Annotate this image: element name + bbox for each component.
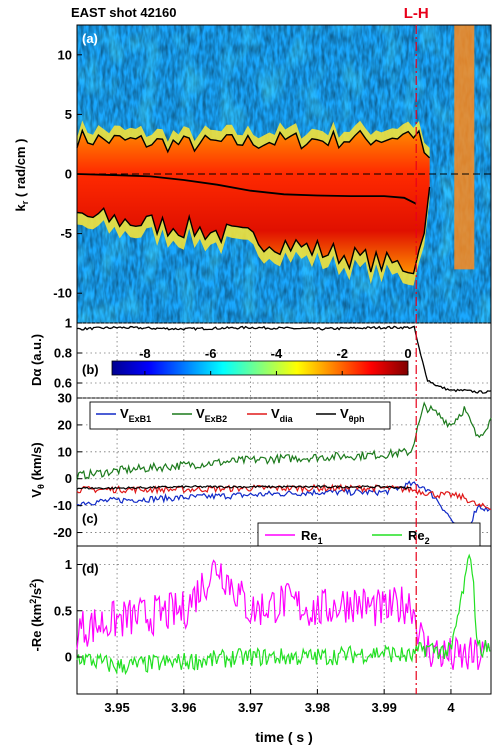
legend-d [257, 522, 481, 550]
panel-b-y-tick-label: 1 [65, 316, 72, 331]
high-amplitude-band [77, 130, 430, 274]
x-tick-label: 3.98 [305, 700, 330, 715]
panel-d-frame [76, 545, 492, 695]
legend-label: Vθph [340, 406, 365, 424]
panel-a-ylabel: kr ( rad/cm ) [13, 139, 30, 212]
colorbar-ticks: -8 -6 -4 -2 0 [139, 346, 412, 375]
colorbar-tick-label: -6 [205, 346, 217, 361]
legend-d-items: Re1 Re2 [265, 528, 430, 546]
legend-label: VExB2 [196, 406, 227, 424]
legend-c [89, 401, 391, 430]
panel-b-ylabel: Dα (a.u.) [29, 334, 44, 386]
panel-b-grid [77, 322, 491, 398]
x-tick-label: 3.95 [104, 700, 129, 715]
panel-b-y-tick-label: 0.8 [54, 346, 72, 361]
panel-a-y-tick-label: -10 [53, 286, 72, 301]
panel-c-y-tick-label: -20 [53, 525, 72, 540]
panel-a-y-tick-label: 10 [58, 47, 72, 62]
panel-a-label: (a) [82, 31, 98, 46]
panel-b-y-tick-label: 0.6 [54, 376, 72, 391]
x-tick-label: 3.96 [171, 700, 196, 715]
panel-b-label: (b) [82, 362, 99, 377]
x-tick-label: 3.97 [238, 700, 263, 715]
band-lower-contour [76, 186, 431, 275]
series-line-3 [76, 483, 492, 511]
panel-b: -8 -6 -4 -2 0 (b) 1 0.8 0.6 Dα (a.u.) [29, 316, 492, 399]
panel-d-y-tick-label: 0.5 [54, 603, 72, 618]
panel-d-y-ticks: 10.50 [54, 557, 82, 665]
x-tick-label: 3.99 [372, 700, 397, 715]
panel-d-y-tick-label: 1 [65, 557, 72, 572]
panel-d-ylabel: -Re (km2/s2) [28, 579, 44, 652]
x-tick-label: 4 [447, 700, 455, 715]
legend-label: Re1 [301, 528, 323, 546]
legend-label: Vdia [271, 406, 294, 424]
heatmap-image [77, 25, 491, 323]
legend-label: VExB1 [120, 406, 151, 424]
panel-a-y-tick-label: -5 [60, 226, 72, 241]
band-upper-contour [76, 128, 431, 159]
legend-c-items: VExB1 VExB2 Vdia Vθph [96, 406, 365, 424]
panel-c-y-tick-label: 20 [58, 417, 72, 432]
panel-d-series [76, 553, 491, 676]
panel-c-y-ticks: 30 20 10 0 -10 -20 [53, 391, 82, 540]
x-axis-label: time ( s ) [255, 729, 313, 745]
colorbar-tick-label: 0 [404, 346, 411, 361]
panel-d-y-tick-label: 0 [65, 650, 72, 665]
series-line-2 [76, 401, 492, 481]
figure-title: EAST shot 42160 [71, 5, 177, 20]
series-line-2 [76, 553, 491, 676]
panel-c-y-tick-label: 0 [65, 471, 72, 486]
series-line-1 [76, 480, 492, 539]
panel-a-y-tick-label: 5 [65, 107, 72, 122]
series-line-4 [76, 484, 411, 490]
panel-c-y-tick-label: 30 [58, 391, 72, 406]
panel-c: VExB1 VExB2 Vdia Vθph (c) Re1 Re2 30 20 10 0 -10… [29, 391, 492, 550]
panel-a-y-tick-label: 0 [65, 167, 72, 182]
post-lh-spectral-column [454, 25, 475, 270]
panel-c-y-tick-label: 10 [58, 444, 72, 459]
x-axis: 3.95 3.96 3.97 3.98 3.99 4 [104, 689, 455, 715]
panel-b-y-ticks: 1 0.8 0.6 [54, 316, 82, 391]
panel-c-label: (c) [82, 511, 98, 526]
panel-a-y-ticks: 10 5 0 -5 -10 [53, 47, 82, 301]
series-line-1 [76, 559, 491, 671]
panel-a: (a) 10 5 0 -5 -10 kr ( rad/cm ) [13, 24, 492, 324]
panel-c-y-tick-label: -10 [53, 498, 72, 513]
panel-d-label: (d) [82, 561, 99, 576]
lh-label: L-H [404, 5, 429, 22]
dalpha-line [76, 325, 492, 394]
colorbar [111, 360, 409, 376]
peak-kr-trace [76, 173, 417, 205]
panel-c-ylabel: Vθ (km/s) [29, 442, 46, 497]
panel-c-series [76, 401, 492, 539]
colorbar-tick-label: -8 [139, 346, 151, 361]
colorbar-tick-label: -4 [271, 346, 283, 361]
panel-d: (d) 10.50 -Re (km2/s2) [28, 545, 492, 695]
colorbar-tick-label: -2 [336, 346, 348, 361]
